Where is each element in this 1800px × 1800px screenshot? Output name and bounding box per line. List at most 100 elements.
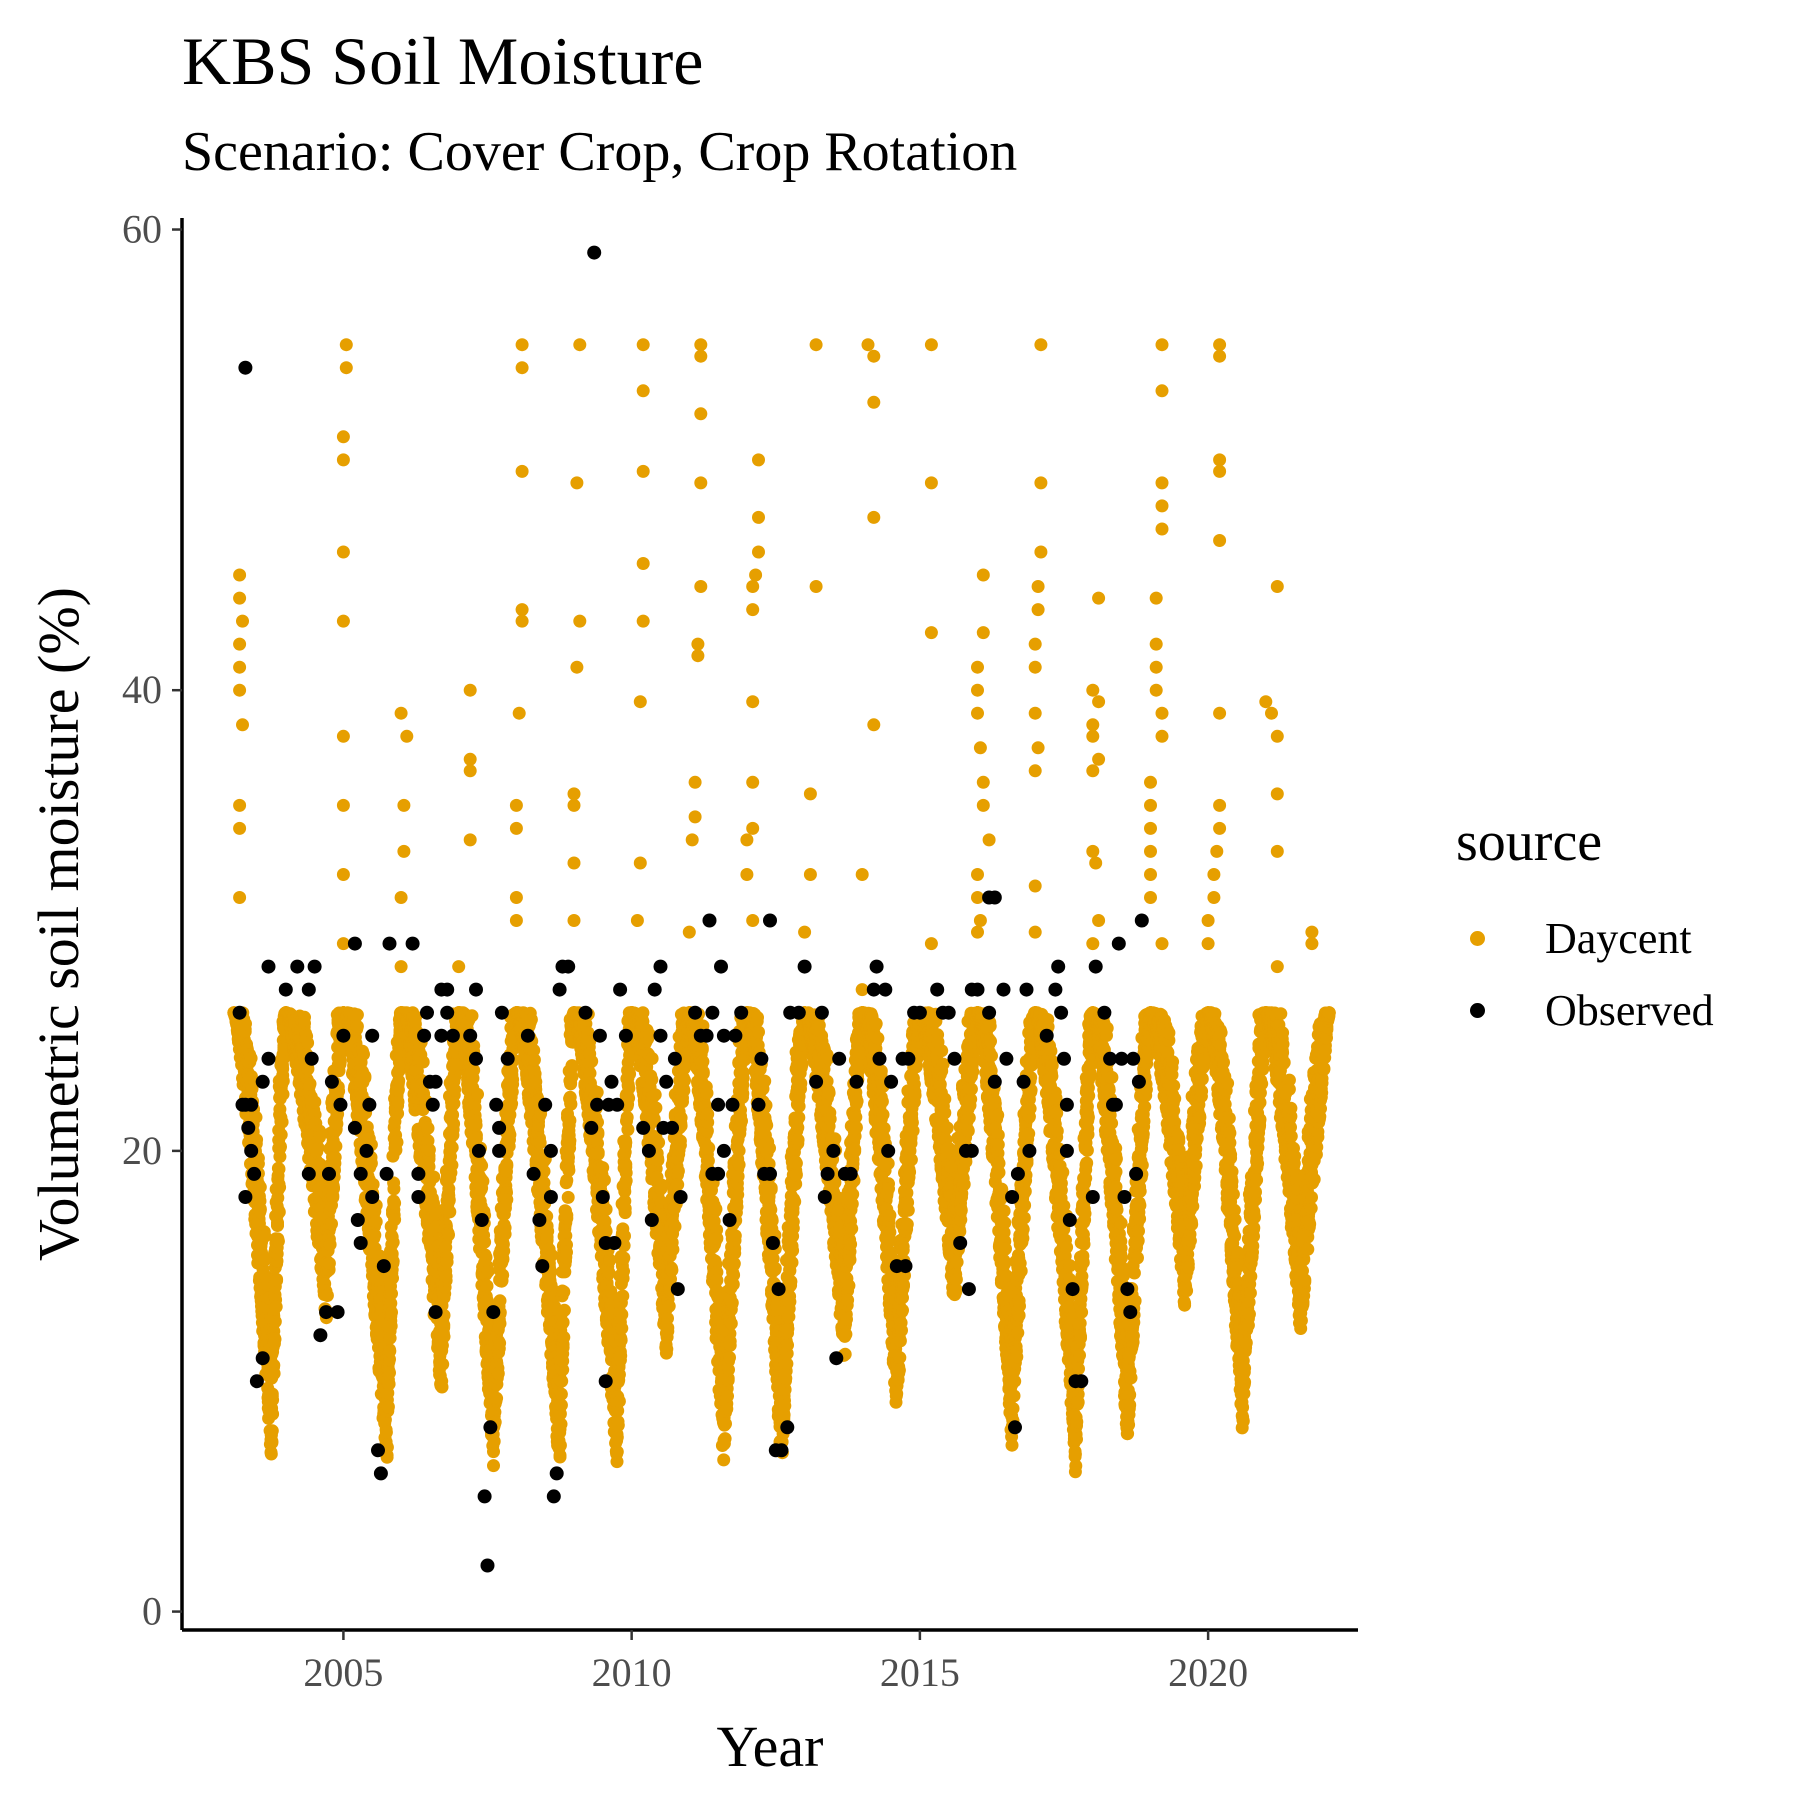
daycent-point	[616, 1289, 630, 1303]
daycent-point	[671, 1178, 685, 1192]
daycent-point	[610, 1430, 624, 1444]
daycent-point	[554, 1387, 568, 1401]
daycent-point	[322, 1256, 336, 1270]
daycent-point	[421, 1121, 435, 1135]
daycent-point	[725, 1296, 739, 1310]
daycent-point	[554, 1417, 568, 1431]
daycent-point	[710, 1273, 724, 1287]
daycent-point	[498, 1227, 512, 1241]
daycent-point	[649, 1101, 663, 1115]
daycent-point	[382, 1377, 396, 1391]
daycent-point	[666, 1243, 680, 1256]
daycent-point	[702, 1141, 716, 1155]
daycent-point	[602, 1265, 616, 1279]
daycent-point	[439, 1269, 453, 1283]
chart-title: KBS Soil Moisture	[182, 23, 704, 99]
daycent-point	[266, 1393, 280, 1407]
daycent-point	[327, 1181, 340, 1195]
daycent-point	[311, 1141, 325, 1155]
daycent-point	[596, 1161, 610, 1175]
daycent-point	[671, 1164, 685, 1178]
daycent-point	[475, 1159, 489, 1173]
daycent-point	[320, 1289, 334, 1302]
daycent-point	[272, 1205, 286, 1219]
daycent-point	[268, 1315, 282, 1329]
daycent-point	[751, 1011, 764, 1024]
daycent-point	[612, 1394, 626, 1408]
daycent-point	[471, 1087, 484, 1101]
daycent-point	[244, 1069, 258, 1083]
daycent-point	[617, 1251, 631, 1265]
daycent-point	[490, 1391, 504, 1405]
daycent-point	[784, 1275, 798, 1288]
daycent-point	[350, 1019, 364, 1033]
daycent-point	[731, 1169, 745, 1183]
daycent-point	[611, 1418, 625, 1432]
daycent-point	[563, 1114, 577, 1127]
daycent-point	[622, 1081, 636, 1095]
daycent-point	[556, 1315, 570, 1329]
daycent-point	[301, 1036, 315, 1050]
daycent-point	[368, 1228, 382, 1242]
daycent-point	[731, 1188, 745, 1202]
daycent-point	[724, 1317, 738, 1330]
daycent-point	[561, 1190, 575, 1204]
daycent-point	[277, 1042, 291, 1056]
daycent-point	[701, 1154, 715, 1168]
daycent-point	[270, 1274, 284, 1287]
daycent-point	[273, 1180, 287, 1194]
daycent-point	[732, 1144, 746, 1158]
daycent-point	[350, 1008, 364, 1022]
daycent-point	[533, 1136, 547, 1150]
daycent-point	[599, 1224, 613, 1238]
daycent-point	[390, 1135, 404, 1149]
daycent-point	[590, 1085, 604, 1099]
daycent-point	[563, 1134, 577, 1148]
daycent-point	[500, 1193, 514, 1207]
daycent-point	[271, 1219, 284, 1232]
daycent-point	[445, 1141, 459, 1154]
daycent-point	[709, 1202, 723, 1216]
daycent-point	[333, 1055, 347, 1069]
daycent-point	[476, 1174, 490, 1188]
daycent-point	[527, 1053, 541, 1067]
daycent-point	[239, 1017, 252, 1031]
daycent-point	[308, 1095, 322, 1109]
daycent-point	[610, 1445, 624, 1459]
daycent-point	[358, 1071, 372, 1085]
daycent-point	[599, 1202, 613, 1216]
daycent-point	[560, 1245, 573, 1259]
daycent-point	[619, 1136, 633, 1149]
daycent-point	[245, 1082, 259, 1096]
daycent-point	[386, 1235, 400, 1249]
daycent-point	[661, 1321, 675, 1335]
daycent-point	[564, 1097, 578, 1111]
daycent-point	[267, 1367, 281, 1380]
daycent-point	[383, 1344, 397, 1358]
daycent-point	[665, 1263, 679, 1277]
daycent-point	[379, 1425, 393, 1439]
daycent-point	[695, 1043, 709, 1057]
daycent-point	[273, 1150, 287, 1164]
daycent-point	[732, 1158, 746, 1172]
daycent-point	[730, 1200, 744, 1214]
daycent-point	[765, 1214, 779, 1228]
daycent-point	[591, 1147, 605, 1161]
daycent-point	[385, 1287, 398, 1301]
daycent-point	[265, 1434, 279, 1448]
daycent-point	[768, 1261, 782, 1275]
daycent-point	[668, 1220, 682, 1233]
daycent-point	[614, 1349, 628, 1363]
daycent-point	[272, 1162, 286, 1176]
daycent-point	[244, 1051, 258, 1065]
daycent-point	[597, 1173, 611, 1187]
daycent-point	[615, 1308, 629, 1321]
daycent-point	[253, 1180, 267, 1194]
daycent-point	[385, 1305, 398, 1319]
daycent-point	[268, 1332, 282, 1346]
daycent-point	[557, 1330, 571, 1344]
daycent-point	[264, 1447, 278, 1461]
daycent-point	[612, 1368, 626, 1381]
daycent-point	[719, 1417, 732, 1431]
